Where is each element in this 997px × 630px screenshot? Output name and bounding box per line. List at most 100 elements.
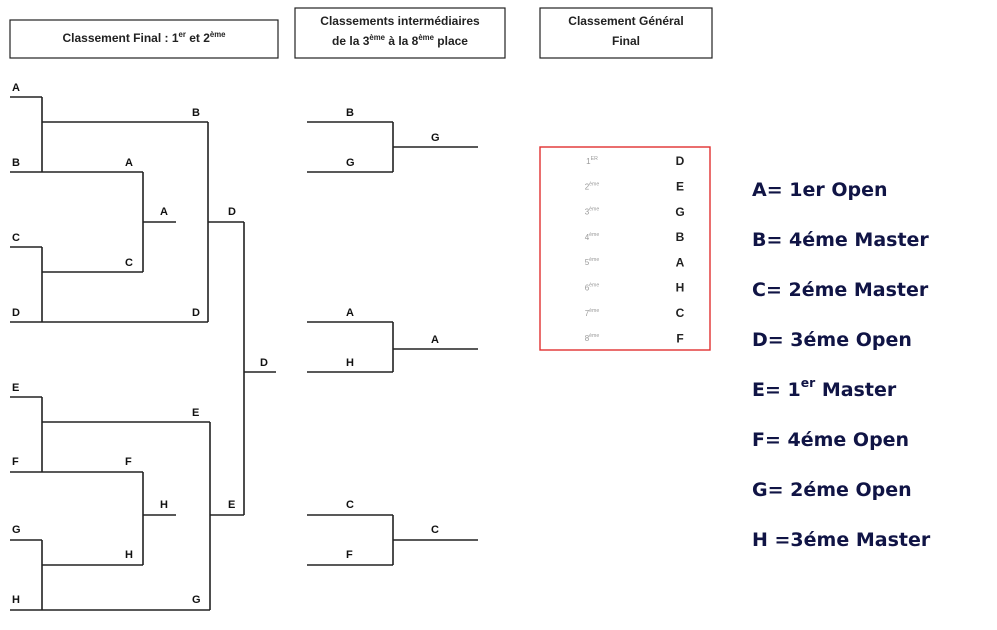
text-part: place — [434, 34, 468, 48]
team-label: E — [12, 382, 19, 394]
team-label: A — [12, 82, 20, 94]
legend-entry: D= 3éme Open — [752, 329, 912, 351]
superscript: ème — [589, 283, 599, 289]
rank: 7ème — [585, 308, 600, 318]
legend-entry: C= 2éme Master — [752, 279, 929, 301]
superscript: ème — [589, 308, 599, 314]
team-label: A — [346, 307, 354, 319]
text-part: G= 2éme Open — [752, 479, 912, 501]
text-part: Master — [815, 379, 897, 401]
team-label: H — [12, 594, 20, 606]
team-label: B — [12, 157, 20, 169]
rank: 5ème — [585, 258, 600, 268]
legend-entry: E= 1er Master — [752, 376, 897, 401]
rank-team: F — [676, 331, 683, 345]
text-part: B= 4éme Master — [752, 229, 929, 251]
team-label: D — [192, 307, 200, 319]
text-part: et 2 — [186, 31, 210, 45]
text-part: de la 3 — [332, 34, 370, 48]
rank: 4ème — [585, 232, 600, 242]
team-label: D — [12, 307, 20, 319]
rank-team: D — [676, 154, 685, 168]
text-part: Classements intermédiaires — [320, 14, 480, 28]
team-label: E — [228, 499, 235, 511]
text-part: 2 — [585, 182, 590, 191]
team-label: G — [431, 132, 440, 144]
text-part: à la 8 — [385, 34, 419, 48]
superscript: er — [801, 376, 816, 390]
text-part: H =3éme Master — [752, 529, 931, 551]
team-label: G — [346, 157, 355, 169]
team-label: G — [12, 524, 21, 536]
text-part: Classement Général — [568, 14, 683, 28]
text-part: C= 2éme Master — [752, 279, 929, 301]
team-label: C — [12, 232, 20, 244]
rank-team: H — [676, 281, 685, 295]
header-box — [294, 7, 506, 59]
rank-team: G — [675, 205, 684, 219]
header-text: de la 3ème à la 8ème place — [332, 33, 468, 49]
rank-team: E — [676, 179, 684, 193]
legend-entry: F= 4éme Open — [752, 429, 909, 451]
superscript: ème — [210, 30, 226, 39]
text-part: 5 — [585, 258, 590, 267]
team-label: F — [346, 549, 353, 561]
text-part: A= 1er Open — [752, 179, 888, 201]
team-label: A — [125, 157, 133, 169]
legend-entry: G= 2éme Open — [752, 479, 912, 501]
team-label: D — [260, 357, 268, 369]
team-label: A — [431, 334, 439, 346]
rank: 2ème — [585, 182, 600, 192]
bracket-lines — [10, 96, 478, 611]
text-part: 8 — [585, 334, 590, 343]
team-label: E — [192, 407, 199, 419]
team-label: C — [346, 499, 354, 511]
ranking-box — [539, 146, 711, 351]
rank: 3ème — [585, 207, 600, 217]
rank-team: A — [676, 255, 685, 269]
team-label: F — [12, 456, 19, 468]
text-part: 1 — [586, 157, 591, 166]
header-box — [539, 7, 713, 59]
team-label: H — [125, 549, 133, 561]
team-label: B — [346, 107, 354, 119]
header-text: Classement Général — [568, 14, 683, 28]
team-label: H — [346, 357, 354, 369]
header-text: Classements intermédiaires — [320, 14, 480, 28]
text-part: D= 3éme Open — [752, 329, 912, 351]
team-label: C — [431, 524, 439, 536]
team-label: F — [125, 456, 132, 468]
text-part: 4 — [585, 233, 590, 242]
header-box — [9, 19, 279, 59]
superscript: ER — [591, 156, 598, 162]
text-part: 3 — [585, 208, 590, 217]
superscript: ème — [589, 182, 599, 188]
team-label: A — [160, 206, 168, 218]
superscript: ème — [589, 232, 599, 238]
superscript: ème — [589, 258, 599, 264]
rank: 8ème — [585, 333, 600, 343]
legend-entry: B= 4éme Master — [752, 229, 929, 251]
text-part: 6 — [585, 284, 590, 293]
text-part: F= 4éme Open — [752, 429, 909, 451]
header-text: Final — [612, 34, 640, 48]
text-part: Classement Final : 1 — [62, 31, 178, 45]
superscript: ème — [369, 33, 385, 42]
rank: 1ER — [586, 156, 598, 166]
superscript: ème — [589, 333, 599, 339]
text-part: E= 1 — [752, 379, 801, 401]
superscript: ème — [418, 33, 434, 42]
text-part: Final — [612, 34, 640, 48]
team-label: H — [160, 499, 168, 511]
rank-team: B — [676, 230, 685, 244]
team-label: G — [192, 594, 201, 606]
rank-team: C — [676, 306, 685, 320]
text-part: 7 — [585, 309, 590, 318]
legend-entry: A= 1er Open — [752, 179, 888, 201]
header-text: Classement Final : 1er et 2ème — [62, 30, 226, 46]
rank: 6ème — [585, 283, 600, 293]
team-label: C — [125, 257, 133, 269]
team-label: B — [192, 107, 200, 119]
superscript: er — [179, 30, 186, 39]
